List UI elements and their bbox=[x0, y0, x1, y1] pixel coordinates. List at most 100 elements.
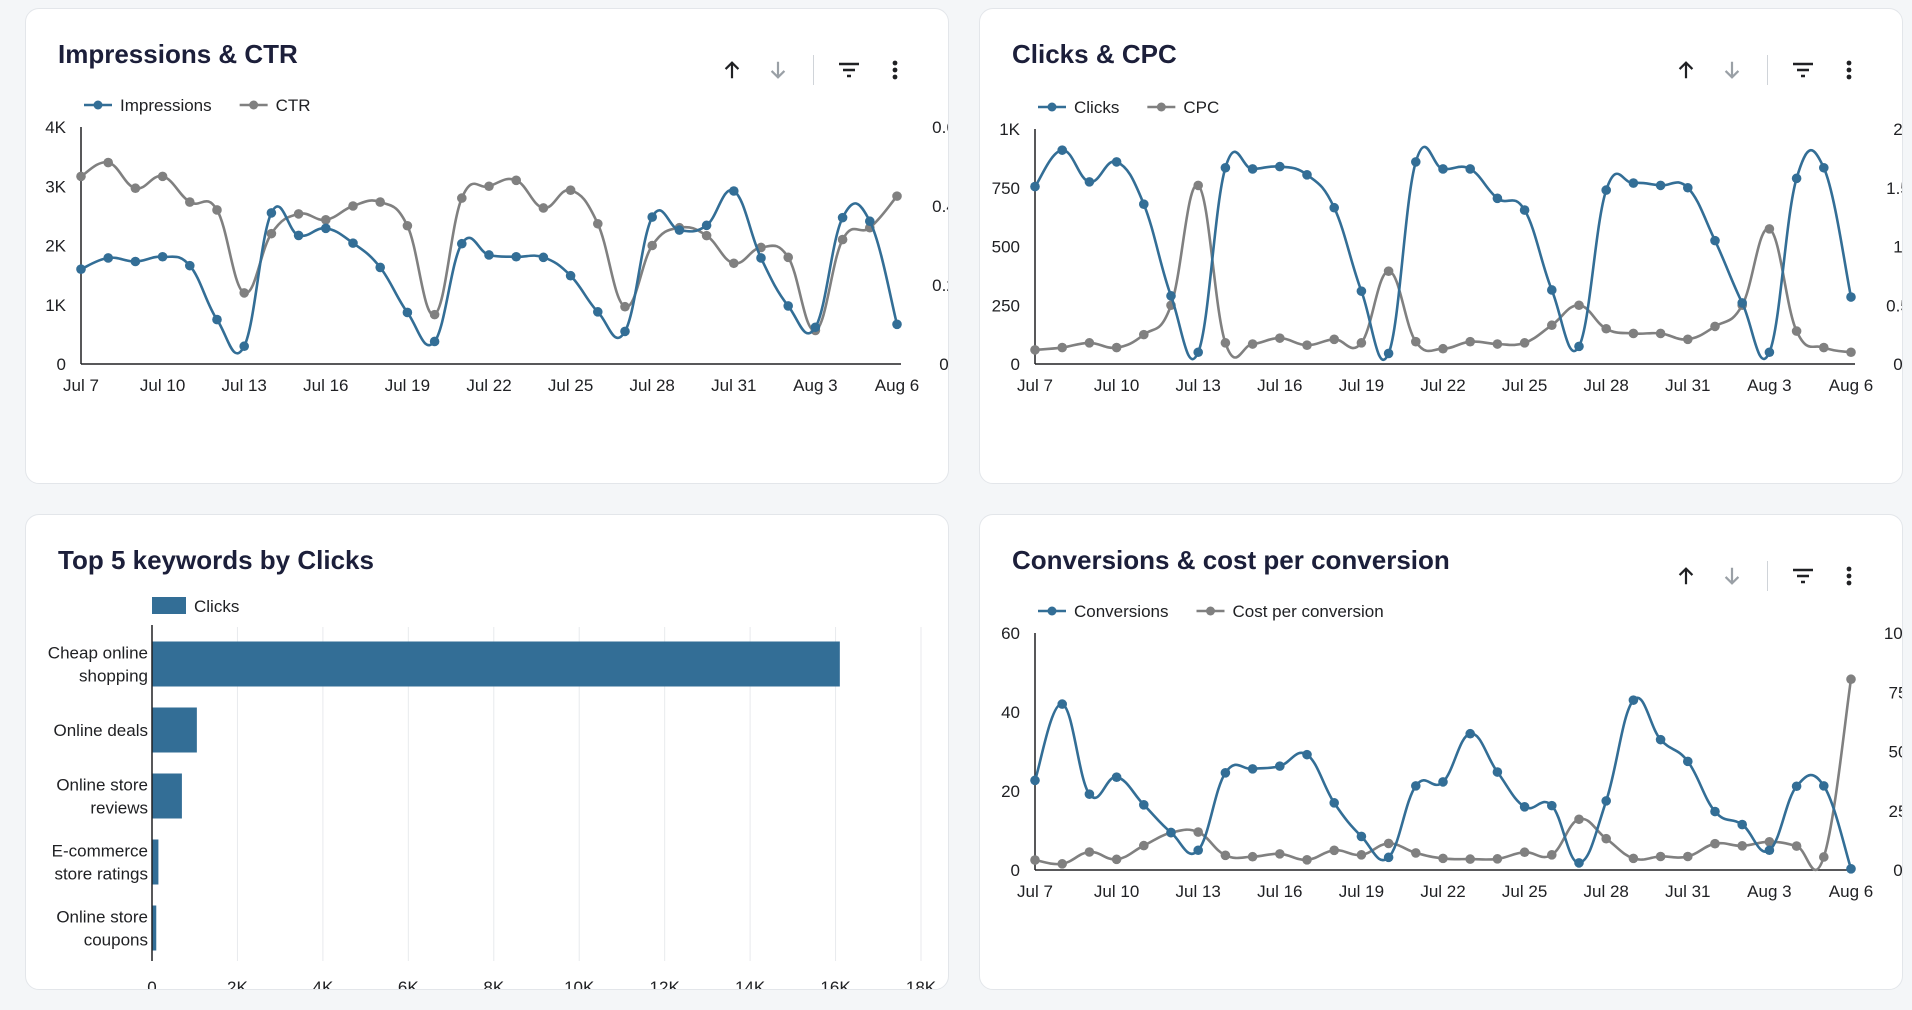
data-point-conversions bbox=[1193, 845, 1203, 856]
y-left-tick-label: 250 bbox=[992, 296, 1020, 315]
data-point-clicks bbox=[1193, 347, 1203, 358]
legend-label-1: Cost per conversion bbox=[1233, 602, 1384, 621]
legend-label-1: CTR bbox=[276, 96, 311, 115]
data-point-clicks bbox=[1356, 286, 1367, 296]
data-point-cost-per-conversion bbox=[1819, 852, 1829, 862]
data-point-conversions bbox=[1438, 777, 1448, 787]
data-point-cost-per-conversion bbox=[1247, 851, 1258, 862]
data-point-cost-per-conversion bbox=[1111, 854, 1122, 865]
y-right-tick-label: 1 bbox=[1893, 238, 1902, 257]
y-right-tick-label: 25 bbox=[1889, 802, 1903, 821]
filter-button[interactable] bbox=[1780, 53, 1826, 87]
x-tick-label: 14K bbox=[735, 978, 766, 990]
sort-descending-button[interactable] bbox=[1709, 53, 1755, 87]
data-point-cpc bbox=[1356, 338, 1367, 348]
chart-toolbar bbox=[709, 53, 918, 87]
more-options-button[interactable] bbox=[1826, 559, 1872, 593]
data-point-conversions bbox=[1846, 864, 1856, 874]
data-point-ctr bbox=[511, 175, 521, 186]
y-left-tick-label: 60 bbox=[1001, 624, 1020, 643]
data-point-ctr bbox=[647, 240, 657, 251]
data-point-cost-per-conversion bbox=[1492, 854, 1503, 864]
more-vert-icon bbox=[1846, 566, 1852, 586]
y-right-tick-label: 0.2 bbox=[932, 276, 949, 295]
data-point-clicks bbox=[1465, 164, 1475, 174]
data-point-conversions bbox=[1329, 798, 1339, 808]
data-point-cpc bbox=[1438, 343, 1448, 354]
data-point-impressions bbox=[511, 251, 521, 262]
data-point-ctr bbox=[565, 185, 576, 195]
data-point-conversions bbox=[1411, 781, 1421, 791]
data-point-clicks bbox=[1247, 164, 1258, 174]
sort-ascending-button[interactable] bbox=[709, 53, 755, 87]
x-tick-label: Jul 31 bbox=[711, 376, 756, 395]
data-point-clicks bbox=[1574, 341, 1584, 352]
category-label: Online deals bbox=[53, 721, 148, 740]
data-point-ctr bbox=[402, 220, 413, 231]
data-point-cpc bbox=[1329, 334, 1339, 345]
data-point-conversions bbox=[1084, 789, 1095, 799]
data-point-conversions bbox=[1655, 734, 1666, 745]
x-tick-label: 6K bbox=[398, 978, 419, 990]
data-point-clicks bbox=[1547, 285, 1557, 295]
data-point-clicks bbox=[1438, 164, 1448, 174]
legend-label-0: Impressions bbox=[120, 96, 212, 115]
data-point-conversions bbox=[1764, 845, 1775, 856]
data-point-cpc bbox=[1465, 336, 1475, 347]
category-label: store ratings bbox=[54, 865, 148, 884]
x-tick-label: Jul 25 bbox=[548, 376, 593, 395]
arrow-up-icon bbox=[1678, 61, 1694, 79]
bar-3 bbox=[152, 839, 159, 885]
data-point-cost-per-conversion bbox=[1574, 814, 1584, 825]
data-point-ctr bbox=[729, 258, 739, 269]
sort-descending-button[interactable] bbox=[1709, 559, 1755, 593]
sort-descending-button[interactable] bbox=[755, 53, 801, 87]
data-point-conversions bbox=[1166, 827, 1176, 838]
data-point-cpc bbox=[1492, 339, 1503, 349]
data-point-cpc bbox=[1111, 342, 1122, 353]
bar-4 bbox=[152, 905, 157, 951]
chart-title: Clicks & CPC bbox=[1012, 39, 1177, 69]
data-point-impressions bbox=[103, 253, 113, 263]
y-left-tick-label: 3K bbox=[45, 177, 66, 196]
x-tick-label: 10K bbox=[564, 978, 595, 990]
more-options-button[interactable] bbox=[1826, 53, 1872, 87]
x-tick-label: Jul 22 bbox=[1420, 376, 1465, 395]
data-point-ctr bbox=[157, 171, 168, 182]
x-tick-label: Aug 6 bbox=[1829, 376, 1873, 395]
data-point-clicks bbox=[1383, 348, 1394, 359]
sort-ascending-button[interactable] bbox=[1663, 53, 1709, 87]
x-tick-label: Jul 10 bbox=[1094, 376, 1139, 395]
x-tick-label: Jul 16 bbox=[303, 376, 348, 395]
data-point-cpc bbox=[1574, 300, 1584, 311]
x-tick-label: 2K bbox=[227, 978, 248, 990]
category-label: reviews bbox=[90, 799, 148, 818]
x-tick-label: 8K bbox=[483, 978, 504, 990]
x-tick-label: Jul 10 bbox=[140, 376, 185, 395]
x-tick-label: Aug 3 bbox=[1747, 376, 1791, 395]
filter-button[interactable] bbox=[1780, 559, 1826, 593]
filter-button[interactable] bbox=[826, 53, 872, 87]
data-point-impressions bbox=[402, 307, 413, 318]
y-left-tick-label: 0 bbox=[1011, 355, 1020, 374]
data-point-cost-per-conversion bbox=[1519, 847, 1530, 858]
sort-ascending-button[interactable] bbox=[1663, 559, 1709, 593]
data-point-conversions bbox=[1302, 749, 1312, 760]
more-vert-icon bbox=[1846, 60, 1852, 80]
data-point-conversions bbox=[1601, 796, 1611, 806]
data-point-cost-per-conversion bbox=[1302, 855, 1312, 865]
arrow-up-icon bbox=[1678, 567, 1694, 585]
x-tick-label: Jul 22 bbox=[1420, 882, 1465, 901]
chart-title: Top 5 keywords by Clicks bbox=[58, 545, 374, 575]
more-options-button[interactable] bbox=[872, 53, 918, 87]
data-point-cpc bbox=[1764, 224, 1775, 234]
y-right-tick-label: 0.5 bbox=[1886, 296, 1903, 315]
y-right-tick-label: 2 bbox=[1893, 120, 1902, 139]
data-point-clicks bbox=[1601, 185, 1611, 195]
data-point-clicks bbox=[1030, 181, 1040, 192]
data-point-cpc bbox=[1275, 333, 1285, 343]
data-point-impressions bbox=[810, 322, 821, 333]
x-tick-label: 12K bbox=[650, 978, 681, 990]
x-tick-label: Jul 13 bbox=[1176, 376, 1221, 395]
data-point-cost-per-conversion bbox=[1438, 853, 1448, 864]
